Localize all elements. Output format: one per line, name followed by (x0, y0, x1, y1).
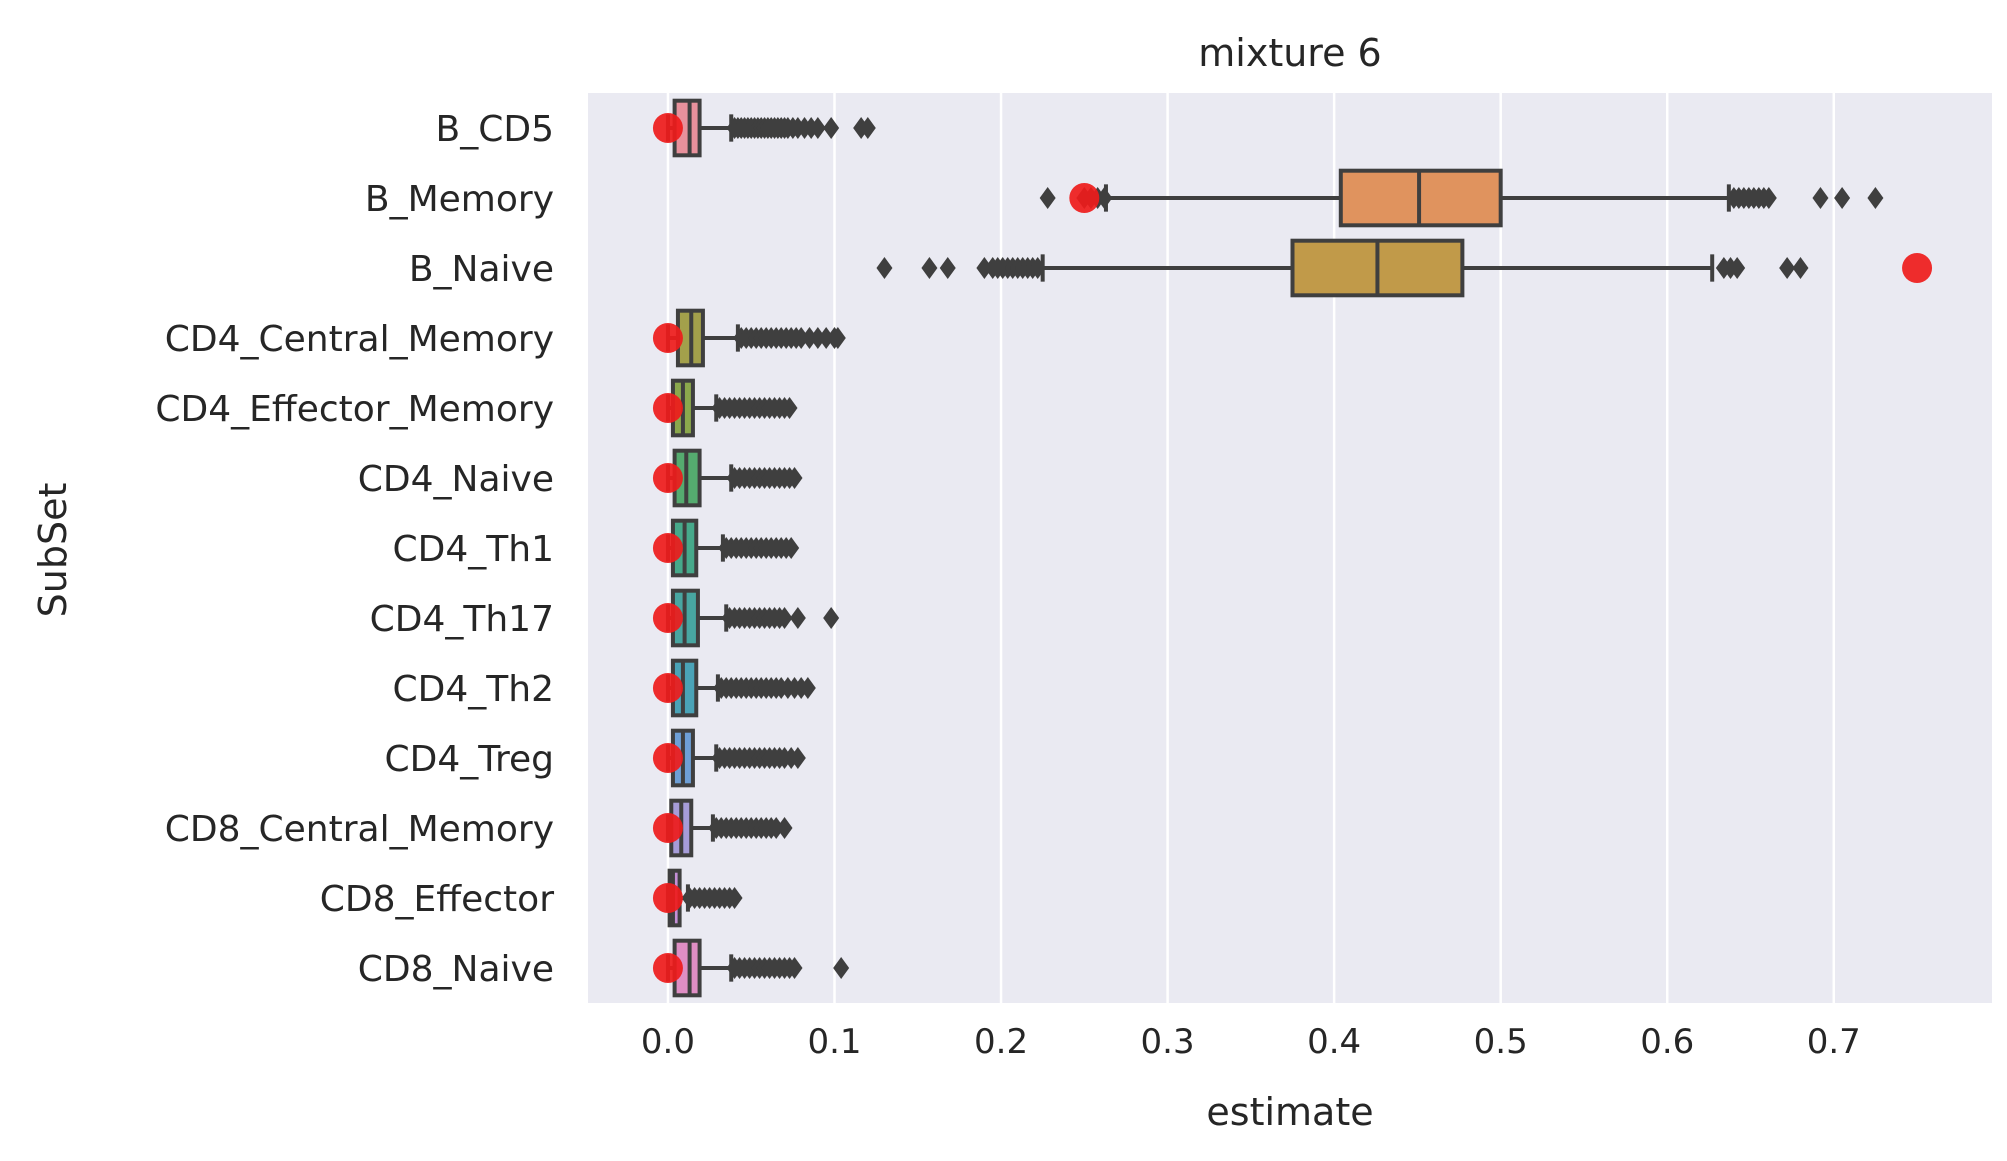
y-category-label: CD4_Treg (385, 739, 554, 780)
outlier-marker (1812, 187, 1829, 209)
outlier-marker (789, 607, 806, 629)
outlier-marker (818, 327, 835, 349)
box-group (1039, 168, 1884, 228)
truth-marker (1069, 183, 1100, 213)
y-category-label: CD4_Naive (358, 459, 554, 500)
box-group (652, 868, 743, 928)
y-category-label: CD4_Th1 (393, 529, 554, 570)
truth-marker (652, 113, 683, 143)
x-tick-label: 0.3 (1141, 1022, 1195, 1062)
outlier-marker (939, 257, 956, 279)
outlier-marker (809, 327, 826, 349)
box-group (876, 238, 1933, 298)
outlier-marker (786, 957, 803, 979)
truth-marker (652, 463, 683, 493)
outlier-marker (783, 537, 800, 559)
x-axis-label: estimate (1206, 1090, 1373, 1134)
y-category-label: CD4_Th2 (393, 669, 554, 710)
x-tick-label: 0.6 (1640, 1022, 1694, 1062)
outlier-marker (809, 117, 826, 139)
y-category-label: CD4_Effector_Memory (155, 389, 554, 430)
outlier-marker (776, 607, 793, 629)
outlier-marker (1834, 187, 1851, 209)
outlier-marker (921, 257, 938, 279)
y-category-label: CD8_Central_Memory (165, 809, 554, 850)
outlier-marker (876, 257, 893, 279)
outlier-marker (1029, 257, 1046, 279)
outlier-marker (1760, 187, 1777, 209)
y-axis-label: SubSet (31, 483, 75, 618)
y-category-label: B_Naive (409, 249, 554, 290)
outlier-marker (829, 327, 846, 349)
x-tick-label: 0.7 (1807, 1022, 1861, 1062)
x-tick-label: 0.5 (1474, 1022, 1528, 1062)
outlier-marker (726, 887, 743, 909)
truth-marker (652, 673, 683, 703)
y-category-label: CD8_Naive (358, 949, 554, 990)
box-group (652, 938, 850, 998)
y-category-labels: B_CD5 B_Memory B_Naive CD4_Central_Memory CD… (155, 109, 554, 990)
box-group (652, 308, 846, 368)
y-category-label: B_CD5 (436, 109, 554, 150)
truth-marker (652, 323, 683, 353)
y-category-label: CD8_Effector (320, 879, 554, 920)
box-group (652, 658, 816, 718)
outlier-marker (976, 257, 993, 279)
outlier-marker (793, 327, 810, 349)
outlier-marker (801, 327, 818, 349)
truth-marker (652, 393, 683, 423)
outlier-marker (833, 957, 850, 979)
truth-marker (652, 883, 683, 913)
box-group (652, 98, 876, 158)
truth-marker (652, 603, 683, 633)
box-group (652, 798, 793, 858)
outlier-marker (786, 467, 803, 489)
outlier-marker (789, 747, 806, 769)
x-tick-label: 0.2 (974, 1022, 1028, 1062)
chart-title: mixture 6 (1198, 31, 1381, 75)
box-group (652, 378, 798, 438)
box-group (652, 588, 840, 648)
outlier-marker (1096, 187, 1113, 209)
box-group (652, 728, 806, 788)
truth-marker (1902, 253, 1933, 283)
plot-background (588, 93, 1992, 1003)
outlier-marker (799, 677, 816, 699)
outlier-marker (859, 117, 876, 139)
x-tick-labels: 0.0 0.1 0.2 0.3 0.4 0.5 0.6 0.7 (641, 1022, 1861, 1062)
outlier-marker (1792, 257, 1809, 279)
y-category-label: B_Memory (365, 179, 554, 220)
x-tick-label: 0.1 (807, 1022, 861, 1062)
box-group (652, 518, 800, 578)
outlier-marker (823, 607, 840, 629)
outlier-marker (1867, 187, 1884, 209)
truth-marker (652, 953, 683, 983)
truth-marker (652, 743, 683, 773)
y-category-label: CD4_Central_Memory (165, 319, 554, 360)
y-category-label: CD4_Th17 (370, 599, 554, 640)
outlier-marker (768, 817, 785, 839)
outlier-marker (1039, 187, 1056, 209)
outlier-marker (1779, 257, 1796, 279)
truth-marker (652, 533, 683, 563)
gridlines (666, 93, 1836, 1003)
outlier-marker (781, 397, 798, 419)
box (672, 938, 702, 998)
outlier-marker (1729, 257, 1746, 279)
x-tick-label: 0.4 (1307, 1022, 1361, 1062)
outlier-marker (823, 117, 840, 139)
outlier-marker (776, 817, 793, 839)
x-tick-label: 0.0 (641, 1022, 695, 1062)
truth-marker (652, 813, 683, 843)
boxes (652, 98, 1933, 998)
box-group (652, 448, 803, 508)
